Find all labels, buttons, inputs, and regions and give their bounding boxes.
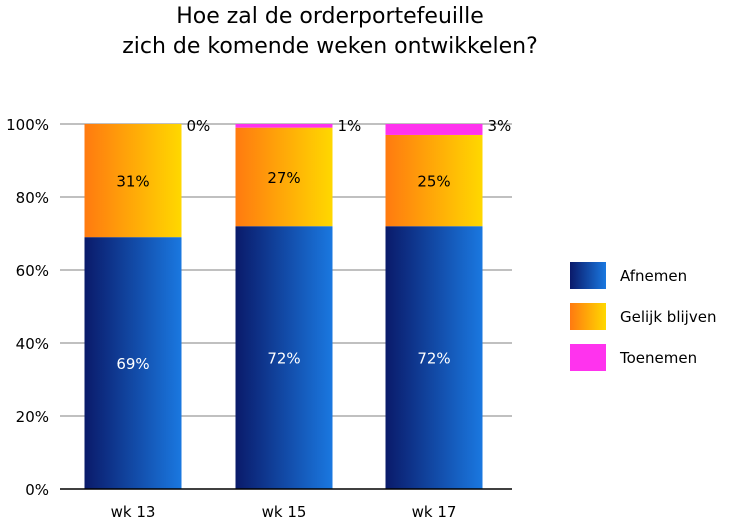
chart-title-line-2: zich de komende weken ontwikkelen? — [122, 34, 538, 59]
bar-toenemen-wk-15 — [235, 124, 333, 128]
legend-item-afnemen: Afnemen — [570, 262, 716, 289]
data-label-gelijk-blijven-wk-17: 25% — [417, 173, 450, 191]
bar-gelijk-blijven-wk-13 — [84, 124, 182, 238]
bar-layer — [84, 124, 483, 489]
axis-layer: 0% 20% 40% 60% 80% 100% wk 13 wk 15 wk 17 — [6, 116, 512, 521]
x-tick-label-wk-13: wk 13 — [111, 503, 156, 521]
legend: Afnemen Gelijk blijven Toenemen — [570, 262, 716, 385]
data-label-afnemen-wk-13: 69% — [116, 355, 149, 373]
bar-toenemen-wk-17 — [385, 124, 483, 135]
bar-afnemen-wk-17 — [385, 226, 483, 489]
x-tick-label-wk-17: wk 17 — [412, 503, 457, 521]
bar-gelijk-blijven-wk-15 — [235, 127, 333, 227]
legend-label: Afnemen — [620, 266, 688, 285]
y-tick-label: 60% — [16, 262, 49, 280]
y-tick-label: 0% — [25, 481, 49, 499]
legend-swatch — [570, 262, 606, 289]
x-tick-label-wk-15: wk 15 — [262, 503, 307, 521]
data-label-gelijk-blijven-wk-13: 31% — [116, 173, 149, 191]
legend-swatch — [570, 303, 606, 330]
y-tick-label: 40% — [16, 335, 49, 353]
legend-swatch — [570, 344, 606, 371]
data-label-toenemen-wk-17: 3% — [488, 117, 512, 135]
chart-title: Hoe zal de orderportefeuille zich de kom… — [0, 2, 660, 62]
chart-title-line-1: Hoe zal de orderportefeuille — [176, 4, 484, 29]
bar-afnemen-wk-15 — [235, 226, 333, 489]
y-tick-label: 80% — [16, 189, 49, 207]
data-label-gelijk-blijven-wk-15: 27% — [267, 169, 300, 187]
y-tick-label: 20% — [16, 408, 49, 426]
data-label-toenemen-wk-13: 0% — [187, 117, 211, 135]
label-layer: 69% 31% 0% 72% 27% 1% 72% 25% 3% — [116, 117, 511, 373]
bar-afnemen-wk-13 — [84, 237, 182, 489]
legend-item-gelijk-blijven: Gelijk blijven — [570, 303, 716, 330]
data-label-afnemen-wk-15: 72% — [267, 350, 300, 368]
legend-item-toenemen: Toenemen — [570, 344, 716, 371]
legend-label: Gelijk blijven — [620, 307, 717, 326]
data-label-afnemen-wk-17: 72% — [417, 350, 450, 368]
y-tick-label: 100% — [6, 116, 49, 134]
bar-gelijk-blijven-wk-17 — [385, 134, 483, 227]
legend-label: Toenemen — [620, 348, 698, 367]
data-label-toenemen-wk-15: 1% — [338, 117, 362, 135]
